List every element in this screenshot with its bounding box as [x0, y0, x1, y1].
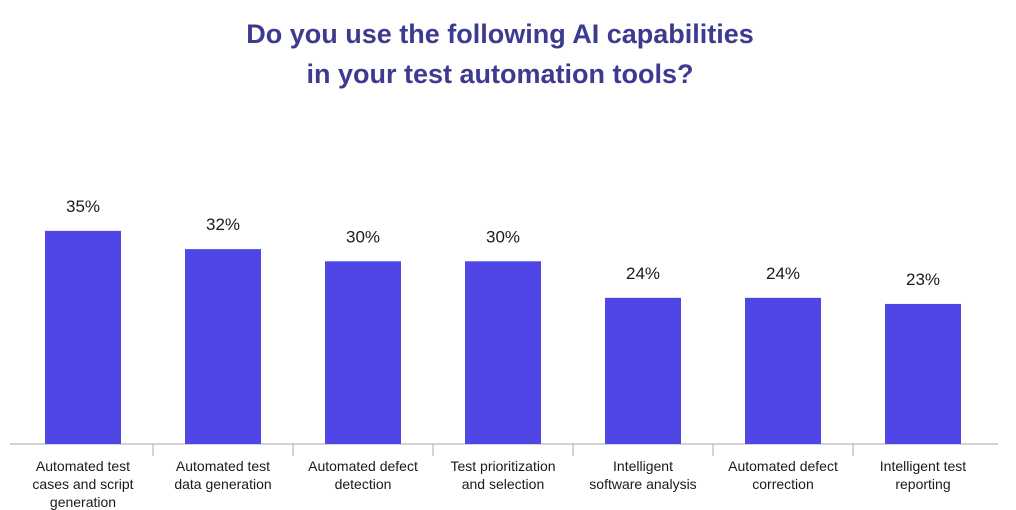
- category-label: Intelligent test reporting: [880, 458, 966, 492]
- data-label: 32%: [206, 215, 240, 234]
- category-label-line: Intelligent: [613, 458, 673, 474]
- chart-title: Do you use the following AI capabilities…: [0, 14, 1000, 94]
- category-label: Intelligent software analysis: [589, 458, 696, 492]
- category-label: Automated defect detection: [308, 458, 418, 492]
- bar: [885, 303, 961, 444]
- category-label-line: Intelligent test: [880, 458, 966, 474]
- category-label-line: data generation: [174, 476, 271, 492]
- category-label-line: reporting: [895, 476, 950, 492]
- category-label-line: generation: [50, 494, 116, 510]
- data-label: 24%: [766, 264, 800, 283]
- category-label-line: Automated defect: [728, 458, 838, 474]
- category-label-line: Automated test: [36, 458, 130, 474]
- category-label-line: software analysis: [589, 476, 696, 492]
- bar: [45, 230, 121, 444]
- data-label: 30%: [486, 227, 520, 246]
- category-label: Test prioritization and selection: [450, 458, 555, 492]
- bar: [185, 249, 261, 444]
- data-label: 24%: [626, 264, 660, 283]
- category-label-line: Automated defect: [308, 458, 418, 474]
- category-label-line: Test prioritization: [450, 458, 555, 474]
- data-label: 30%: [346, 227, 380, 246]
- category-label-line: and selection: [462, 476, 545, 492]
- category-label: Automated test cases and script generation: [32, 458, 133, 510]
- bar: [325, 261, 401, 444]
- category-label: Automated defect correction: [728, 458, 838, 492]
- data-label: 23%: [906, 270, 940, 289]
- chart-title-line-2: in your test automation tools?: [306, 59, 694, 89]
- bar: [465, 261, 541, 444]
- bar: [745, 297, 821, 444]
- data-label: 35%: [66, 197, 100, 216]
- category-label-line: Automated test: [176, 458, 270, 474]
- category-label-line: cases and script: [32, 476, 133, 492]
- category-label: Automated test data generation: [174, 458, 271, 492]
- bar: [605, 297, 681, 444]
- category-label-line: correction: [752, 476, 813, 492]
- category-label-line: detection: [335, 476, 392, 492]
- chart-title-line-1: Do you use the following AI capabilities: [246, 19, 754, 49]
